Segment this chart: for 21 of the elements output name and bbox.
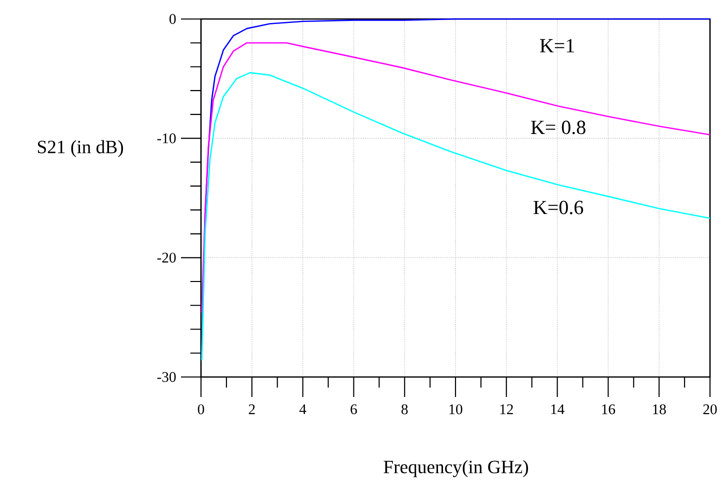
x-tick-label: 2 <box>248 404 255 414</box>
y-tick-label: -20 <box>157 252 176 263</box>
x-tick-label: 10 <box>449 404 462 414</box>
x-axis-title: Frequency(in GHz) <box>384 460 528 478</box>
series-label: K=1 <box>540 39 574 52</box>
y-tick-label: 0 <box>170 14 176 24</box>
x-tick-label: 8 <box>402 404 408 414</box>
series-label: K=0.6 <box>534 200 584 214</box>
y-axis-title: S21 (in dB) <box>38 140 124 158</box>
series-label: K= 0.8 <box>531 120 586 134</box>
y-tick-label: -10 <box>157 133 176 144</box>
x-tick-label: 14 <box>551 404 564 414</box>
line-series <box>201 72 711 361</box>
x-tick-label: 4 <box>299 404 306 414</box>
x-tick-label: 0 <box>198 404 204 414</box>
x-tick-label: 20 <box>703 404 717 414</box>
x-tick-label: 6 <box>350 404 357 414</box>
x-tick-label: 18 <box>653 404 666 414</box>
y-tick-label: -30 <box>157 372 176 382</box>
x-tick-label: 16 <box>602 404 616 414</box>
x-tick-label: 12 <box>500 404 513 414</box>
